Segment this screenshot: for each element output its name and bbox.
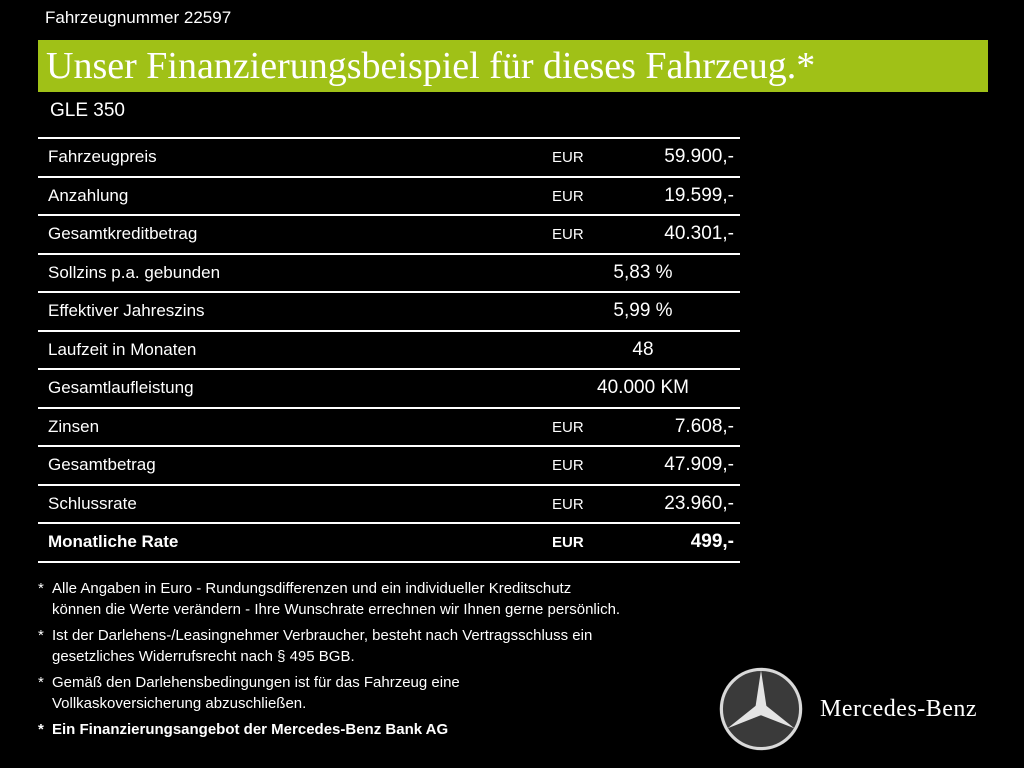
table-row: Fahrzeugpreis EUR 59.900,- <box>38 137 740 176</box>
footnote-text: Ist der Darlehens-/Leasingnehmer Verbrau… <box>52 627 593 665</box>
table-row: Gesamtkreditbetrag EUR 40.301,- <box>38 214 740 253</box>
row-value: 47.909,- <box>664 454 734 476</box>
footnote-text: Alle Angaben in Euro - Rundungsdifferenz… <box>52 580 621 618</box>
row-value: 5,83 % <box>613 261 673 283</box>
row-label: Schlussrate <box>48 493 137 513</box>
table-row: Effektiver Jahreszins 5,99 % <box>38 291 740 330</box>
row-currency: EUR <box>552 226 584 244</box>
row-label: Zinsen <box>48 416 100 436</box>
row-label: Effektiver Jahreszins <box>48 301 205 321</box>
footnote: * Gemäß den Darlehensbedingungen ist für… <box>38 672 738 714</box>
brand-area: Mercedes-Benz <box>716 664 977 754</box>
table-row: Sollzins p.a. gebunden 5,83 % <box>38 252 740 292</box>
footnote-marker: * <box>38 721 44 738</box>
table-row: Gesamtbetrag EUR 47.909,- <box>38 445 740 484</box>
row-label: Gesamtbetrag <box>48 455 156 475</box>
table-row: Zinsen EUR 7.608,- <box>38 406 740 446</box>
row-value: 5,99 % <box>613 300 673 322</box>
table-row: Anzahlung EUR 19.599,- <box>38 175 740 215</box>
brand-wordmark: Mercedes-Benz <box>820 695 978 722</box>
page-title: Unser Finanzierungsbeispiel für dieses F… <box>46 45 816 87</box>
footnote: * Alle Angaben in Euro - Rundungsdiffere… <box>38 578 738 620</box>
row-label: Monatliche Rate <box>48 532 179 552</box>
row-value: 19.599,- <box>664 184 734 206</box>
row-label: Laufzeit in Monaten <box>48 339 197 359</box>
footnote-marker: * <box>38 580 44 597</box>
row-currency: EUR <box>552 534 584 552</box>
row-value: 59.900,- <box>664 146 734 168</box>
row-currency: EUR <box>552 149 584 167</box>
row-value: 499,- <box>690 531 734 553</box>
row-value: 7.608,- <box>674 415 734 437</box>
table-row: Gesamtlaufleistung 40.000 KM <box>38 368 740 407</box>
row-currency: EUR <box>552 187 584 205</box>
row-value: 23.960,- <box>664 492 734 514</box>
footnote-marker: * <box>38 627 44 644</box>
footnote: * Ein Finanzierungsangebot der Mercedes-… <box>38 719 738 740</box>
row-value: 40.301,- <box>664 223 734 245</box>
row-value: 40.000 KM <box>597 377 689 399</box>
table-row: Schlussrate EUR 23.960,- <box>38 483 740 523</box>
vehicle-number: Fahrzeugnummer 22597 <box>45 8 232 27</box>
row-label: Gesamtlaufleistung <box>48 378 194 398</box>
row-label: Gesamtkreditbetrag <box>48 224 198 244</box>
row-value: 48 <box>632 338 654 360</box>
row-currency: EUR <box>552 418 584 436</box>
footnote: * Ist der Darlehens-/Leasingnehmer Verbr… <box>38 625 738 667</box>
row-currency: EUR <box>552 457 584 475</box>
title-banner: Unser Finanzierungsbeispiel für dieses F… <box>38 40 988 92</box>
model-name: GLE 350 <box>50 100 125 121</box>
footnotes: * Alle Angaben in Euro - Rundungsdiffere… <box>38 578 738 745</box>
footnote-marker: * <box>38 674 44 691</box>
finance-table: Fahrzeugpreis EUR 59.900,- Anzahlung EUR… <box>38 137 740 563</box>
row-label: Sollzins p.a. gebunden <box>48 262 221 282</box>
footnote-text: Ein Finanzierungsangebot der Mercedes-Be… <box>52 721 449 738</box>
table-row-monthly-rate: Monatliche Rate EUR 499,- <box>38 522 740 561</box>
table-row: Laufzeit in Monaten 48 <box>38 329 740 369</box>
footnote-text: Gemäß den Darlehensbedingungen ist für d… <box>52 674 460 712</box>
row-currency: EUR <box>552 495 584 513</box>
row-label: Anzahlung <box>48 185 129 205</box>
row-label: Fahrzeugpreis <box>48 147 157 167</box>
mercedes-star-icon <box>719 667 803 751</box>
